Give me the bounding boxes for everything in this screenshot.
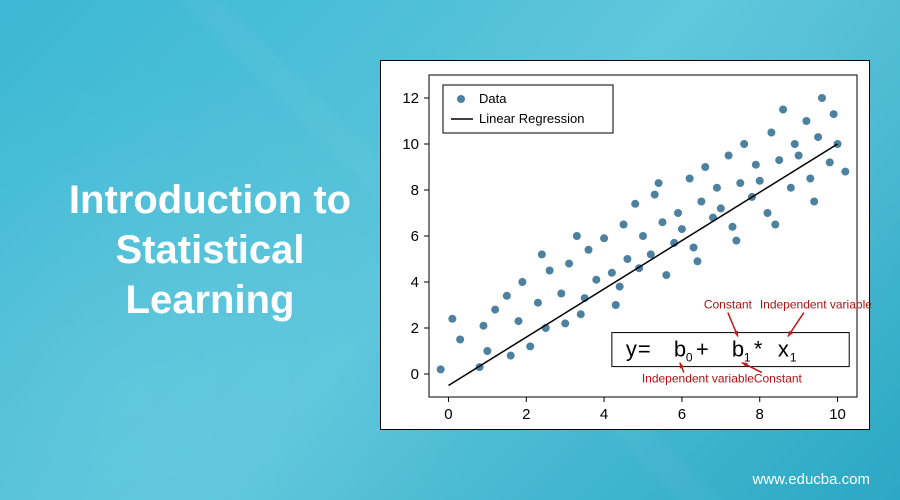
svg-text:b: b	[732, 337, 744, 362]
svg-text:Constant: Constant	[704, 298, 753, 312]
svg-text:Independent variable: Independent variable	[642, 372, 754, 386]
svg-text:y: y	[626, 337, 637, 362]
svg-text:8: 8	[411, 182, 419, 199]
svg-text:4: 4	[600, 406, 608, 423]
svg-text:0: 0	[686, 351, 693, 365]
svg-text:12: 12	[402, 90, 419, 107]
page-title: Introduction to Statistical Learning	[0, 175, 370, 325]
svg-text:8: 8	[756, 406, 764, 423]
svg-text:4: 4	[411, 274, 419, 291]
svg-text:=: =	[638, 337, 651, 362]
svg-text:10: 10	[402, 136, 419, 153]
svg-text:2: 2	[411, 320, 419, 337]
svg-text:+: +	[696, 337, 709, 362]
svg-text:0: 0	[444, 406, 452, 423]
title-heading: Introduction to Statistical Learning	[50, 175, 370, 325]
svg-text:2: 2	[522, 406, 530, 423]
scatter-chart: 0246810024681012DataLinear Regressiony =…	[380, 60, 870, 430]
svg-text:Linear Regression: Linear Regression	[479, 111, 585, 126]
svg-text:6: 6	[411, 228, 419, 245]
svg-text:*: *	[754, 337, 763, 362]
svg-text:1: 1	[744, 351, 751, 365]
chart-svg: 0246810024681012DataLinear Regressiony =…	[381, 61, 871, 431]
svg-text:10: 10	[829, 406, 846, 423]
svg-text:0: 0	[411, 366, 419, 383]
svg-text:Constant: Constant	[754, 372, 803, 386]
footer-url: www.educba.com	[752, 471, 870, 488]
svg-text:b: b	[674, 337, 686, 362]
svg-text:6: 6	[678, 406, 686, 423]
svg-text:x: x	[778, 337, 789, 362]
svg-text:1: 1	[790, 351, 797, 365]
svg-text:Independent variable: Independent variable	[760, 298, 871, 312]
svg-text:Data: Data	[479, 91, 507, 106]
